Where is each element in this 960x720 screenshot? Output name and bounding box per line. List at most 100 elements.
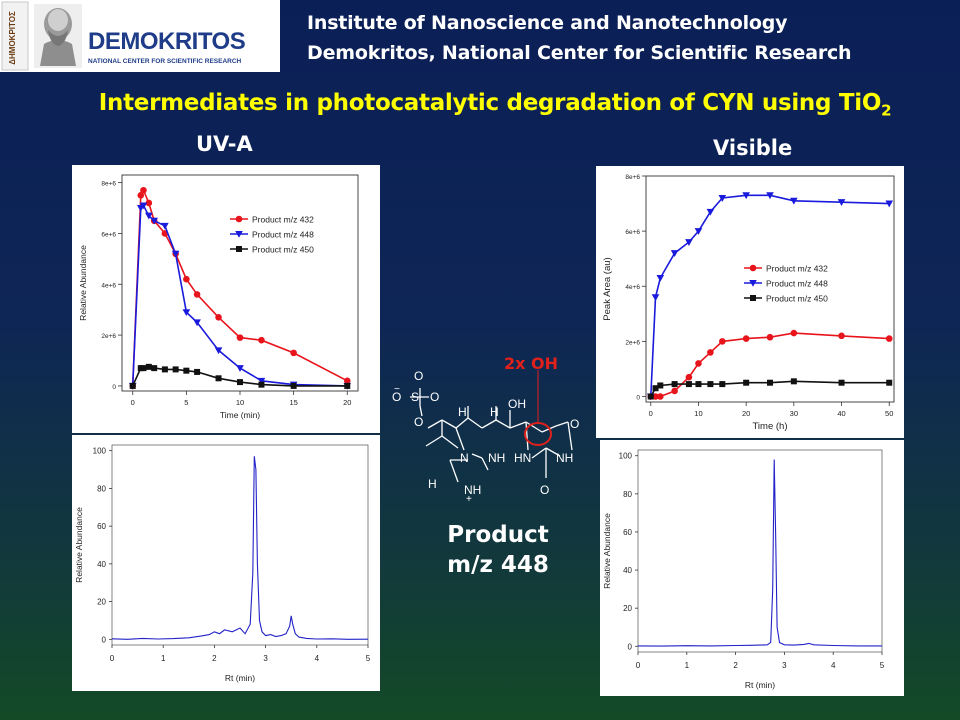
data-point — [257, 377, 266, 385]
data-point — [215, 375, 222, 382]
data-point — [182, 309, 191, 317]
x-tick-label: 5 — [366, 654, 371, 663]
series-line-0 — [111, 456, 369, 640]
visible-chromatogram-chart: 0 1 2 3 4 5 0 20 40 60 80 100 Rt (min) Relative Abund… — [602, 449, 885, 690]
legend-entry: Product m/z 448 — [252, 230, 314, 240]
logo-wordmark: DEMOKRITOS — [88, 28, 246, 55]
atom-h3: H — [428, 477, 437, 491]
x-tick-label: 0 — [636, 661, 641, 670]
plot-frame — [111, 444, 369, 646]
y-tick-label: 40 — [623, 566, 632, 575]
x-tick-label: 0 — [131, 398, 135, 407]
y-tick-label: 100 — [93, 447, 107, 456]
x-tick-label: 2 — [733, 661, 738, 670]
data-point — [140, 365, 147, 372]
header-line-1: Institute of Nanoscience and Nanotechnol… — [307, 12, 788, 34]
legend-entry: Product m/z 448 — [766, 279, 828, 289]
series-line-0 — [637, 459, 882, 647]
x-tick-label: 3 — [263, 654, 268, 663]
legend-marker — [235, 231, 243, 238]
data-point — [193, 319, 201, 327]
x-tick-label: 0 — [110, 654, 115, 663]
y-axis-label: Relative Abundance — [78, 245, 88, 321]
data-point — [258, 381, 265, 388]
data-point — [742, 335, 750, 342]
x-tick-label: 20 — [343, 398, 351, 407]
data-point — [193, 291, 201, 298]
atom-o-ester: O — [414, 415, 423, 429]
y-axis-label: Relative Abundance — [74, 507, 84, 583]
slide-title-subscript: 2 — [881, 101, 892, 120]
y-tick-label: 6e+6 — [625, 229, 640, 236]
data-point — [290, 382, 297, 389]
demokritos-logo-graphic: ΔΗΜΟΚΡΙΤΟΣ DEMOKRITOS NATIONAL CENTER FO… — [1, 1, 246, 71]
data-point — [685, 373, 693, 381]
product-caption-line1: Product — [447, 522, 549, 548]
structure-atoms: O O S O O H H OH O N NH HN NH H NH O + − — [392, 369, 579, 505]
data-point — [706, 208, 715, 216]
slide-title-text: Intermediates in photocatalytic degradat… — [98, 90, 882, 116]
data-point — [742, 192, 750, 200]
y-tick-label: 0 — [102, 635, 107, 644]
data-point — [657, 393, 664, 400]
data-point — [695, 381, 702, 388]
plot-frame — [637, 449, 883, 653]
y-tick-label: 20 — [97, 598, 106, 607]
y-axis-label: Relative Abundance — [602, 513, 612, 589]
plot-frame — [121, 174, 359, 392]
data-point — [707, 381, 714, 388]
data-point — [718, 195, 727, 202]
x-axis-label: Time (min) — [220, 410, 260, 420]
data-point — [183, 275, 190, 283]
data-point — [685, 381, 692, 388]
atom-o-urea: O — [540, 483, 549, 497]
legend-marker — [750, 295, 756, 301]
y-tick-label: 8e+6 — [625, 174, 640, 181]
atom-h1: H — [458, 405, 467, 419]
atom-nh3: NH — [464, 483, 481, 497]
data-point — [290, 349, 297, 357]
slide-title: Intermediates in photocatalytic degradat… — [80, 90, 910, 120]
data-point — [790, 329, 798, 337]
atom-o-carbonyl: O — [570, 417, 579, 431]
atom-o-top: O — [414, 369, 423, 383]
data-point — [343, 377, 351, 385]
data-point — [885, 200, 894, 208]
atom-s: S — [411, 390, 419, 404]
data-point — [707, 349, 714, 356]
uva-label: UV-A — [196, 132, 253, 156]
y-axis-label: Peak Area (au) — [602, 257, 613, 320]
data-point — [885, 335, 893, 342]
visible-chromatogram-panel: 0 1 2 3 4 5 0 20 40 60 80 100 Rt (min) Relative Abund… — [600, 440, 904, 696]
y-tick-label: 2e+6 — [101, 333, 116, 340]
data-point — [719, 338, 726, 345]
x-tick-label: 2 — [212, 654, 217, 663]
data-point — [651, 294, 660, 302]
data-point — [837, 199, 846, 206]
x-tick-label: 10 — [236, 398, 244, 407]
data-point — [171, 250, 180, 258]
structure-bonds — [410, 388, 573, 483]
atom-h2: H — [490, 405, 499, 419]
data-point — [685, 239, 693, 246]
y-tick-label: 0 — [112, 384, 116, 391]
y-tick-label: 100 — [619, 452, 633, 461]
y-tick-label: 4e+6 — [101, 282, 116, 289]
y-tick-label: 40 — [97, 560, 106, 569]
legend-marker — [235, 215, 243, 223]
data-point — [670, 250, 679, 257]
header-line-2: Demokritos, National Center for Scientif… — [307, 42, 852, 64]
product-caption: Product m/z 448 — [428, 520, 568, 580]
legend-entry: Product m/z 450 — [766, 294, 828, 304]
emblem-text: ΔΗΜΟΚΡΙΤΟΣ — [8, 11, 17, 65]
hydroxyl-annotation: 2x OH — [504, 354, 559, 373]
x-tick-label: 4 — [831, 661, 836, 670]
data-point — [790, 378, 797, 385]
x-tick-label: 10 — [694, 409, 702, 418]
atom-minus: − — [394, 384, 400, 395]
data-point — [258, 336, 265, 344]
legend-entry: Product m/z 432 — [252, 215, 314, 225]
hydroxylation-site-circle — [524, 422, 552, 446]
visible-label: Visible — [713, 136, 793, 160]
y-tick-label: 80 — [97, 484, 106, 493]
